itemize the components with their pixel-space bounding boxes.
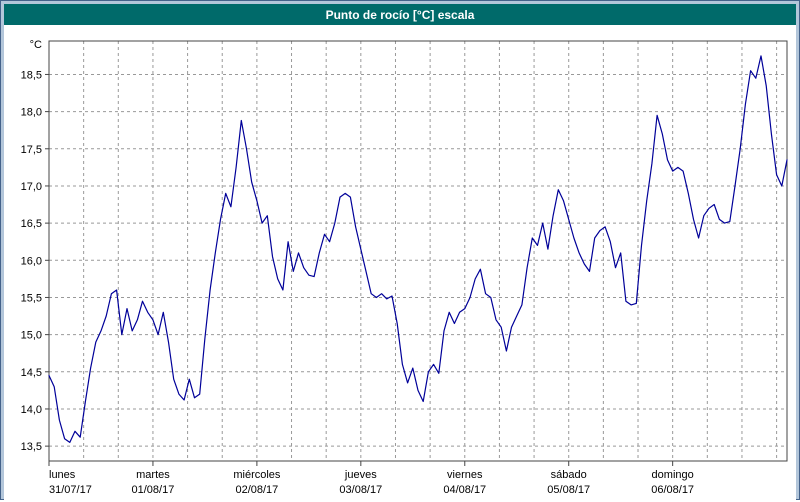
x-day-name-label: sábado: [551, 469, 587, 481]
x-day-date-label: 06/08/17: [651, 484, 694, 496]
title-bar: Punto de rocío [°C] escala: [4, 4, 796, 25]
x-day-date-label: 04/08/17: [443, 484, 486, 496]
chart-area: °C 18,5 18,0 17,5 17,0 16,5 16,0 15,5 15,0 14,5 14…: [4, 25, 796, 502]
y-tick-label: 15,5: [21, 292, 42, 304]
dew-point-line: [48, 55, 788, 443]
page-title: Punto de rocío [°C] escala: [325, 7, 475, 22]
y-tick-label: 16,0: [21, 255, 42, 267]
chart-window: Punto de rocío [°C] escala °C 18,5 18,0 17,…: [4, 4, 796, 502]
y-tick-label: 15,0: [21, 330, 42, 342]
y-tick-label: 14,5: [21, 367, 42, 379]
y-tick-label: 13,5: [21, 441, 42, 453]
y-tick-label: 16,5: [21, 218, 42, 230]
y-tick-label: 14,0: [21, 404, 42, 416]
x-day-name-label: lunes: [49, 469, 76, 481]
x-day-date-label: 05/08/17: [547, 484, 590, 496]
y-tick-label: 18,0: [21, 107, 42, 119]
x-day-name-label: jueves: [344, 469, 377, 481]
x-day-date-label: 01/08/17: [132, 484, 175, 496]
chart-svg: °C 18,5 18,0 17,5 17,0 16,5 16,0 15,5 15,0 14,5 14…: [21, 39, 788, 496]
y-tick-label: 17,5: [21, 144, 42, 156]
x-day-date-label: 03/08/17: [339, 484, 382, 496]
x-day-name-label: martes: [136, 469, 170, 481]
x-day-name-label: miércoles: [233, 469, 281, 481]
x-day-name-label: domingo: [652, 469, 694, 481]
plot-border: [48, 40, 788, 462]
y-tick-label: 17,0: [21, 181, 42, 193]
y-tick-label: 18,5: [21, 69, 42, 81]
x-day-date-label: 02/08/17: [235, 484, 278, 496]
x-day-date-label: 31/07/17: [49, 484, 92, 496]
x-day-name-label: viernes: [447, 469, 483, 481]
y-axis-unit-label: °C: [30, 39, 42, 51]
